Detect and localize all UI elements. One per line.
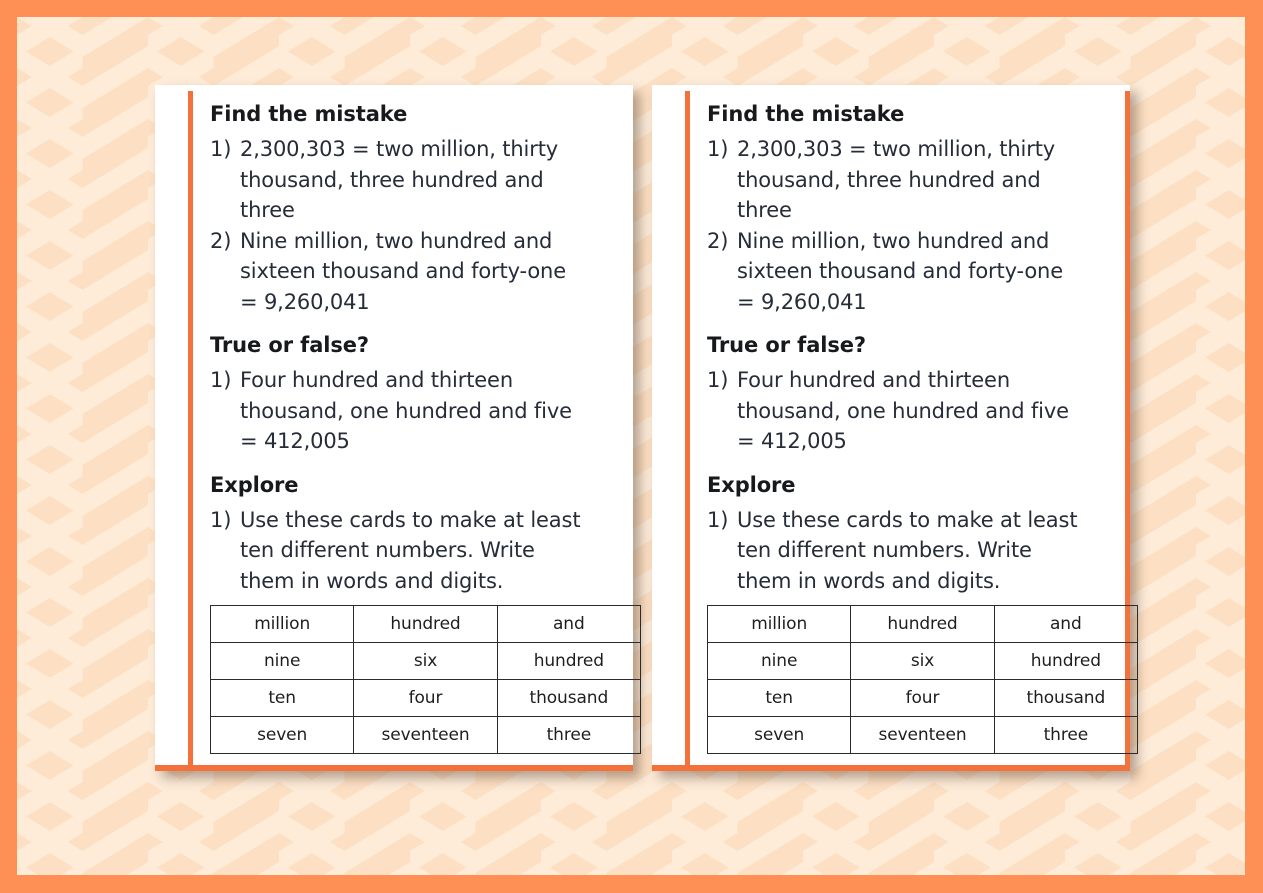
section-heading-explore: Explore [707,472,796,497]
accent-rule-left [685,91,690,765]
word-cell: thousand [993,679,1139,717]
list-line: them in words and digits. [240,568,504,593]
word-cell: nine [209,642,355,680]
list-marker: 1) [210,507,232,532]
worksheet-card-right: Find the mistake 1) 2,300,303 = two mill… [652,85,1139,771]
word-cell: ten [209,679,355,717]
worksheet-card-pair: Find the mistake 1) 2,300,303 = two mill… [155,85,1139,771]
table-row: ten four thousand [209,679,642,717]
table-row: million hundred and [706,605,1139,643]
list-line: sixteen thousand and forty-one [737,259,1063,283]
item-list-true-or-false: 1) Four hundred and thirteen thousand, o… [210,365,619,457]
list-line: sixteen thousand and forty-one [240,259,566,283]
list-line: three [737,198,792,222]
list-line: Nine million, two hundred and [240,228,553,253]
word-cell: million [209,605,355,643]
list-line: ten different numbers. Write [240,538,535,562]
section-heading-explore: Explore [210,472,299,497]
accent-rule-right [1125,91,1130,765]
item-list-find-the-mistake: 1) 2,300,303 = two million, thirty thous… [210,134,619,317]
card-sheet: Find the mistake 1) 2,300,303 = two mill… [155,91,642,771]
list-marker: 1) [707,368,729,392]
word-cell: hundred [353,605,498,643]
card-content: Find the mistake 1) 2,300,303 = two mill… [163,100,642,754]
list-item: 2) Nine million, two hundred and sixteen… [210,226,619,318]
list-item: 1) Four hundred and thirteen thousand, o… [707,365,1116,457]
list-line: Use these cards to make at least [240,507,581,532]
word-cell: ten [706,679,852,717]
word-cell: and [993,605,1139,643]
item-list-find-the-mistake: 1) 2,300,303 = two million, thirty thous… [707,134,1116,317]
list-item: 1) Four hundred and thirteen thousand, o… [210,365,619,457]
word-cell: six [353,642,498,680]
patterned-background: Find the mistake 1) 2,300,303 = two mill… [17,17,1245,875]
word-cell: six [850,642,995,680]
list-line: Use these cards to make at least [737,507,1078,532]
word-cell: and [496,605,642,643]
word-cell: hundred [850,605,995,643]
list-marker: 2) [707,228,729,253]
list-item: 2) Nine million, two hundred and sixteen… [707,226,1116,318]
table-row: seven seventeen three [706,716,1139,754]
word-cell: million [706,605,852,643]
list-line: thousand, one hundred and five [240,398,572,423]
list-line: 2,300,303 = two million, thirty [737,137,1056,161]
word-card-table: million hundred and nine six hundred [706,605,1139,754]
table-row: ten four thousand [706,679,1139,717]
list-item: 1) Use these cards to make at least ten … [707,505,1116,597]
section-heading-true-or-false: True or false? [210,333,370,357]
list-line: 2,300,303 = two million, thirty [240,137,559,161]
table-row: nine six hundred [706,642,1139,680]
list-marker: 1) [707,507,729,532]
list-line: ten different numbers. Write [737,538,1032,562]
word-cell: thousand [496,679,642,717]
list-marker: 2) [210,228,232,253]
table-row: nine six hundred [209,642,642,680]
word-cell: seventeen [850,716,995,754]
list-line: = 412,005 [737,429,847,453]
list-line: Nine million, two hundred and [737,228,1050,253]
word-cell: seven [209,716,355,754]
list-marker: 1) [210,368,232,392]
word-cell: three [496,716,642,754]
table-row: million hundred and [209,605,642,643]
list-line: = 9,260,041 [737,289,867,314]
word-cell: seventeen [353,716,498,754]
item-list-explore: 1) Use these cards to make at least ten … [707,505,1116,597]
list-item: 1) 2,300,303 = two million, thirty thous… [707,134,1116,226]
list-marker: 1) [707,137,729,161]
list-line: Four hundred and thirteen [737,368,1010,392]
list-marker: 1) [210,137,232,161]
word-card-table: million hundred and nine six hundred [209,605,642,754]
list-line: them in words and digits. [737,568,1001,593]
worksheet-card-left: Find the mistake 1) 2,300,303 = two mill… [155,85,642,771]
card-sheet: Find the mistake 1) 2,300,303 = two mill… [652,91,1139,771]
list-item: 1) Use these cards to make at least ten … [210,505,619,597]
list-item: 1) 2,300,303 = two million, thirty thous… [210,134,619,226]
word-cell: four [850,679,995,717]
word-cell: hundred [496,642,642,680]
word-cell: three [993,716,1139,754]
list-line: thousand, three hundred and [240,167,544,192]
list-line: Four hundred and thirteen [240,368,513,392]
table-row: seven seventeen three [209,716,642,754]
word-cell: hundred [993,642,1139,680]
section-heading-find-the-mistake: Find the mistake [707,102,905,126]
list-line: thousand, one hundred and five [737,398,1069,423]
list-line: = 412,005 [240,429,350,453]
item-list-explore: 1) Use these cards to make at least ten … [210,505,619,597]
word-cell: seven [706,716,852,754]
list-line: three [240,198,295,222]
section-heading-find-the-mistake: Find the mistake [210,102,408,126]
card-content: Find the mistake 1) 2,300,303 = two mill… [660,100,1139,754]
item-list-true-or-false: 1) Four hundred and thirteen thousand, o… [707,365,1116,457]
accent-rule-left [188,91,193,765]
list-line: = 9,260,041 [240,289,370,314]
section-heading-true-or-false: True or false? [707,333,867,357]
word-cell: nine [706,642,852,680]
list-line: thousand, three hundred and [737,167,1041,192]
word-cell: four [353,679,498,717]
